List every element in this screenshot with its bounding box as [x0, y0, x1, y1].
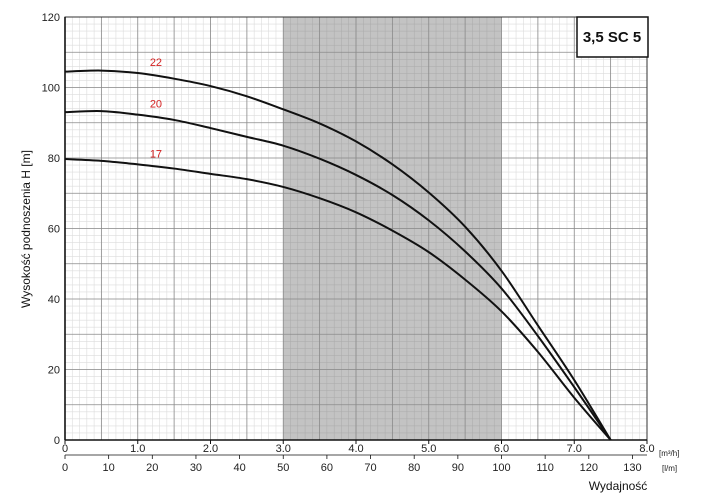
x-tick-label-secondary: 80 [408, 462, 420, 474]
x-primary-unit: [m³/h] [659, 449, 679, 458]
series-label-20: 20 [150, 99, 162, 111]
y-tick-label: 80 [48, 153, 60, 165]
x-secondary-unit: [l/m] [662, 464, 677, 473]
y-tick-label: 20 [48, 365, 60, 377]
x-tick-label-primary: 3.0 [276, 443, 291, 455]
x-tick-label-primary: 6.0 [494, 443, 509, 455]
y-tick-label: 40 [48, 294, 60, 306]
x-tick-label-secondary: 100 [492, 462, 510, 474]
x-tick-label-secondary: 70 [364, 462, 376, 474]
series-labels: 22 20 17 [150, 57, 162, 160]
x-tick-label-secondary: 10 [103, 462, 115, 474]
x-tick-label-secondary: 50 [277, 462, 289, 474]
y-tick-label: 0 [54, 435, 60, 447]
x-tick-label-primary: 7.0 [567, 443, 582, 455]
series-label-22: 22 [150, 57, 162, 69]
x-tick-label-secondary: 20 [146, 462, 158, 474]
x-tick-label-secondary: 30 [190, 462, 202, 474]
x-tick-label-secondary: 0 [62, 462, 68, 474]
x-tick-label-primary: 1.0 [130, 443, 145, 455]
model-label: 3,5 SC 5 [583, 29, 641, 46]
major-grid [65, 17, 647, 440]
y-tick-label: 60 [48, 224, 60, 236]
y-tick-label: 120 [42, 12, 60, 24]
series-label-17: 17 [150, 148, 162, 160]
series-curves [64, 69, 612, 441]
x-tick-label-secondary: 60 [321, 462, 333, 474]
x-tick-label-primary: 5.0 [421, 443, 436, 455]
x-tick-label-secondary: 120 [580, 462, 598, 474]
x-tick-label-secondary: 90 [452, 462, 464, 474]
series-curve-17 [64, 158, 612, 441]
y-axis-title: Wysokość podnoszenia H [m] [19, 150, 33, 308]
x-axis-title: Wydajność [589, 479, 648, 493]
y-tick-label: 100 [42, 83, 60, 95]
x-tick-label-secondary: 40 [233, 462, 245, 474]
x-tick-label-secondary: 130 [623, 462, 641, 474]
series-curve-22 [64, 69, 612, 441]
x-tick-label-primary: 0 [62, 443, 68, 455]
x-tick-label-primary: 2.0 [203, 443, 218, 455]
series-curve-20 [64, 110, 612, 441]
x-tick-label-primary: 4.0 [348, 443, 363, 455]
model-label-box [576, 16, 649, 58]
x-tick-label-primary: 8.0 [639, 443, 654, 455]
model-box: 3,5 SC 5 [576, 16, 649, 58]
x-tick-label-secondary: 110 [536, 462, 554, 474]
